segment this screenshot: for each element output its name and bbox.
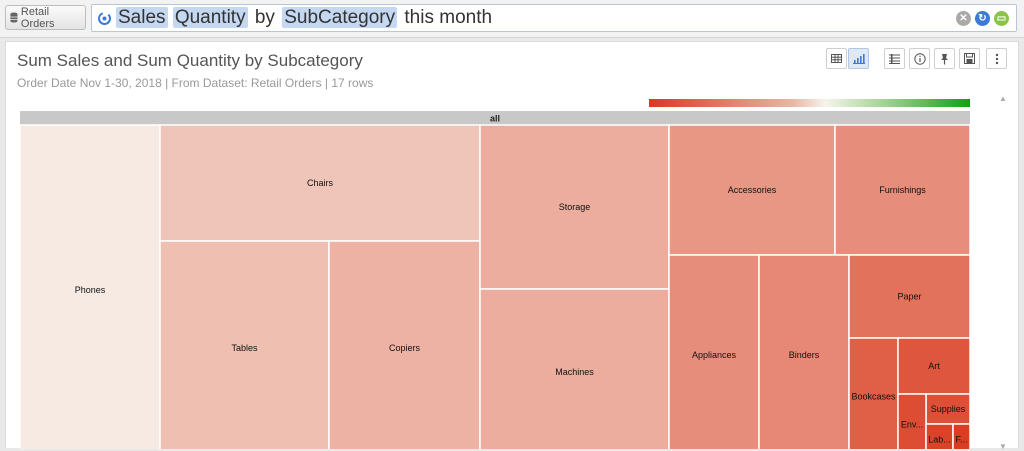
search-logo-icon bbox=[98, 12, 111, 25]
treemap-cell-paper[interactable] bbox=[848, 254, 970, 339]
datasource-label: Retail Orders bbox=[20, 5, 55, 30]
scroll-up-icon[interactable]: ▲ bbox=[999, 94, 1007, 103]
pin-icon[interactable] bbox=[934, 48, 955, 69]
treemap-cell-accessories[interactable] bbox=[668, 124, 836, 256]
search-query[interactable]: Sales Quantity by SubCategory this month bbox=[116, 7, 494, 29]
folder-icon[interactable]: ▭ bbox=[994, 11, 1009, 26]
treemap-label: Bookcases bbox=[851, 392, 896, 402]
treemap-cell-labels[interactable] bbox=[925, 423, 954, 449]
treemap-label: Supplies bbox=[931, 404, 966, 414]
more-options-icon[interactable] bbox=[986, 48, 1007, 69]
info-icon[interactable] bbox=[909, 48, 930, 69]
treemap-cell-bookcases[interactable] bbox=[848, 337, 899, 449]
treemap-label: F... bbox=[955, 435, 967, 445]
query-token[interactable]: Sales bbox=[116, 7, 168, 28]
treemap-label: Accessories bbox=[728, 185, 777, 195]
save-icon[interactable] bbox=[959, 48, 980, 69]
treemap-cells: Phones Chairs Tables Copiers Storage Machines… bbox=[20, 124, 970, 449]
treemap-chart: all Phones Chairs Tables Copiers Storage Mach… bbox=[20, 111, 970, 449]
treemap-label: Storage bbox=[559, 202, 591, 212]
scroll-down-icon[interactable]: ▼ bbox=[999, 442, 1007, 451]
treemap-label: Furnishings bbox=[879, 185, 926, 195]
viz-subtitle: Order Date Nov 1-30, 2018 | From Dataset… bbox=[17, 76, 374, 90]
top-bar: Retail Orders Sales Quantity by SubCateg… bbox=[0, 0, 1024, 38]
table-view-icon[interactable] bbox=[826, 48, 847, 69]
list-settings-icon[interactable] bbox=[884, 48, 905, 69]
treemap-label: Env... bbox=[901, 420, 923, 430]
clear-icon[interactable]: ✕ bbox=[956, 11, 971, 26]
treemap-label: Lab... bbox=[928, 435, 951, 445]
treemap-label: Copiers bbox=[389, 343, 421, 353]
treemap-label: Paper bbox=[897, 292, 921, 302]
treemap-label: Machines bbox=[555, 367, 594, 377]
viz-panel: Sum Sales and Sum Quantity by Subcategor… bbox=[5, 41, 1019, 451]
treemap-cell-phones[interactable] bbox=[20, 124, 161, 449]
treemap-label: Phones bbox=[75, 285, 106, 295]
treemap-label: Appliances bbox=[692, 350, 737, 360]
treemap-cell-storage[interactable] bbox=[479, 124, 670, 290]
refresh-icon[interactable]: ↻ bbox=[975, 11, 990, 26]
search-input[interactable]: Sales Quantity by SubCategory this month… bbox=[91, 4, 1017, 32]
treemap-label: Chairs bbox=[307, 178, 334, 188]
chart-view-icon[interactable] bbox=[848, 48, 869, 69]
treemap-label: Art bbox=[928, 361, 940, 371]
query-token[interactable]: SubCategory bbox=[282, 7, 398, 28]
treemap-cell-fasteners[interactable] bbox=[952, 423, 970, 449]
treemap-cell-appliances[interactable] bbox=[668, 254, 760, 449]
treemap-root-label: all bbox=[490, 114, 500, 124]
datasource-button[interactable]: Retail Orders bbox=[5, 5, 86, 30]
treemap-cell-tables[interactable] bbox=[159, 240, 330, 449]
query-token[interactable]: by bbox=[254, 7, 275, 28]
query-token[interactable]: this month bbox=[404, 7, 493, 28]
treemap-cell-furnishings[interactable] bbox=[834, 124, 970, 256]
color-scale-legend bbox=[649, 99, 970, 107]
treemap-cell-binders[interactable] bbox=[758, 254, 850, 449]
treemap-label: Tables bbox=[231, 343, 258, 353]
treemap-label: Binders bbox=[789, 350, 820, 360]
treemap-root-header[interactable] bbox=[20, 111, 970, 125]
vertical-scrollbar[interactable]: ▲ ▼ bbox=[997, 94, 1007, 451]
viz-title: Sum Sales and Sum Quantity by Subcategor… bbox=[17, 51, 363, 70]
database-icon bbox=[10, 12, 18, 23]
query-token[interactable]: Quantity bbox=[172, 7, 248, 28]
treemap-cell-envelopes[interactable] bbox=[897, 393, 927, 449]
treemap-cell-art[interactable] bbox=[897, 337, 970, 395]
